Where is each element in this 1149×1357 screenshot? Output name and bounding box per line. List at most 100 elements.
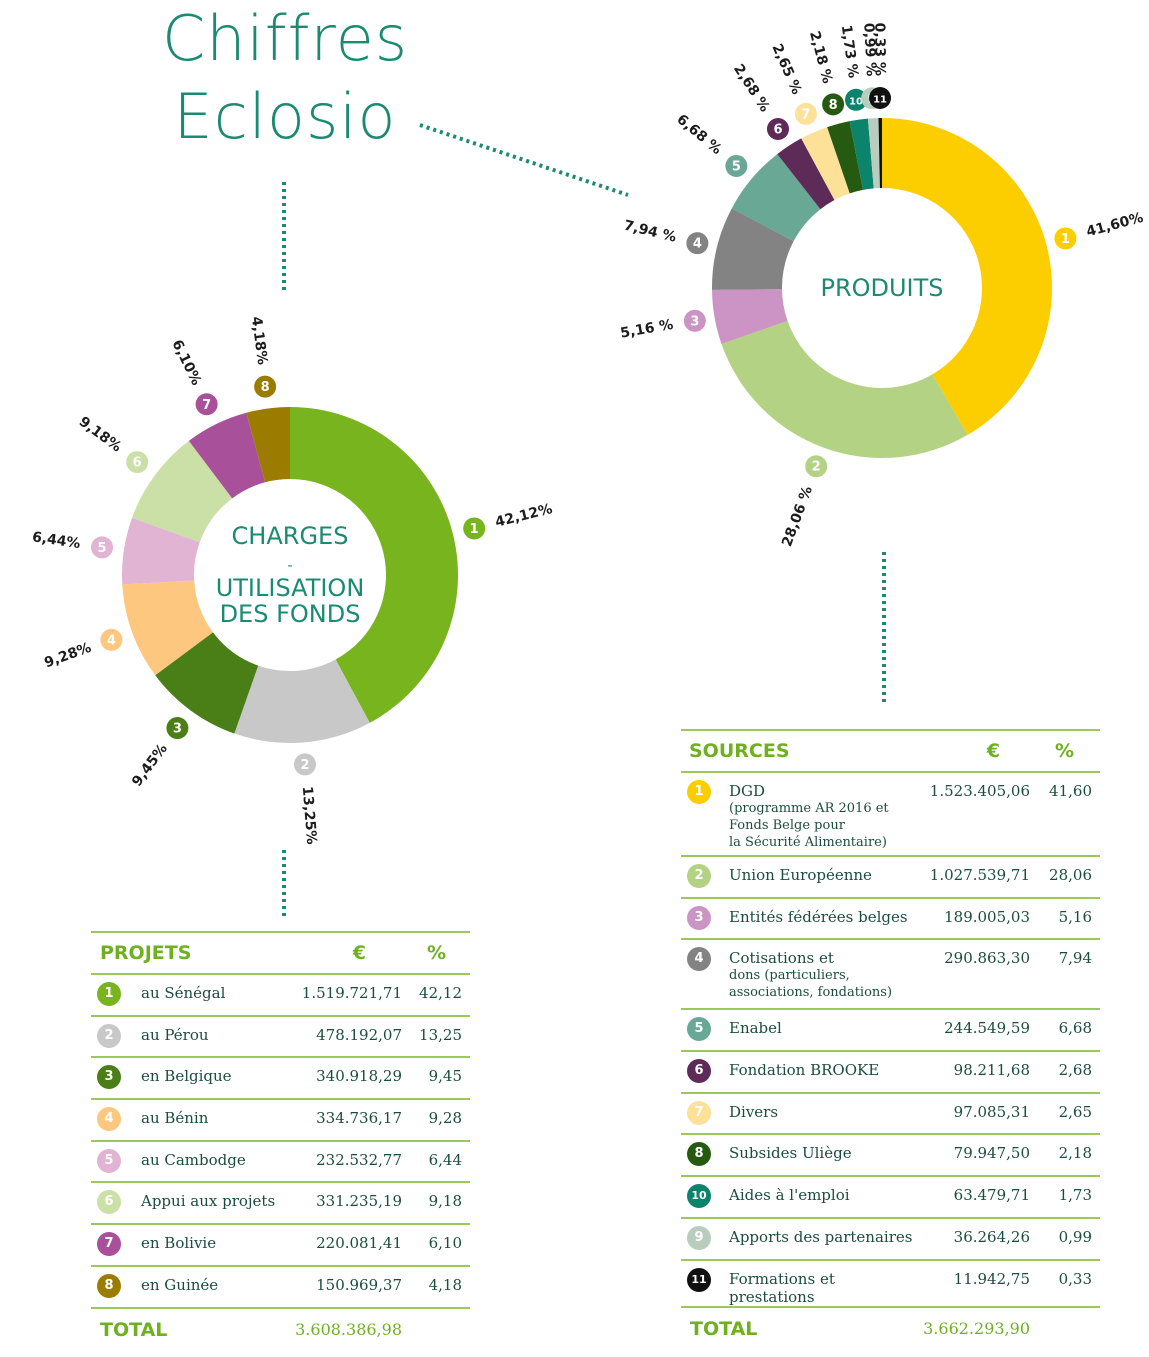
donut-slice-9 — [867, 118, 880, 189]
slice-badge-4 — [100, 628, 123, 651]
badge-cell: 4 — [681, 939, 729, 1011]
row-eur: 63.479,71 — [923, 1176, 1042, 1219]
badge-cell: 7 — [681, 1092, 729, 1136]
badge-cell: 2 — [681, 856, 729, 899]
table-row: 5 au Cambodge 232.532,77 6,44 — [91, 1140, 470, 1184]
slice-badge-3 — [683, 309, 706, 332]
total-empty-cell — [1042, 1307, 1100, 1340]
slice-badge-8 — [822, 93, 845, 116]
donut-slice-3 — [712, 289, 788, 344]
slice-badge-8 — [254, 375, 277, 398]
row-pct: 7,94 — [1042, 939, 1100, 1011]
row-eur: 340.918,29 — [285, 1057, 412, 1101]
row-badge: 2 — [687, 864, 711, 888]
row-pct: 42,12 — [412, 974, 470, 1017]
row-label-text: au Bénin — [141, 1109, 209, 1128]
row-label-text: Union Européenne — [729, 866, 872, 884]
slice-badge-number-8: 8 — [829, 98, 838, 113]
row-label: Aides à l'emploi — [729, 1176, 924, 1219]
slice-pct-label-9: 0,99 % — [860, 22, 879, 76]
row-pct: 2,65 — [1042, 1092, 1100, 1136]
slice-pct-label-5: 6,68 % — [673, 111, 724, 158]
slice-pct-label-7: 2,65 % — [768, 42, 804, 97]
row-label-text: au Pérou — [141, 1025, 209, 1044]
row-label: en Belgique — [141, 1057, 286, 1101]
badge-cell: 5 — [681, 1009, 729, 1053]
row-label: au Bénin — [141, 1099, 286, 1142]
row-badge: 3 — [687, 905, 711, 930]
row-label-subtext: dons (particuliers, — [729, 968, 850, 984]
row-label: Enabel — [729, 1009, 924, 1053]
slice-badge-7 — [794, 102, 817, 125]
row-eur: 150.969,37 — [285, 1265, 412, 1309]
row-pct: 13,25 — [412, 1015, 470, 1059]
row-eur: 189.005,03 — [923, 897, 1042, 941]
sources-table: SOURCES € % 1 DGD (programme AR 2016 et Fon… — [681, 729, 1100, 1340]
slice-pct-label-4: 7,94 % — [622, 218, 678, 246]
badge-cell: 2 — [91, 1015, 141, 1059]
slice-badge-2 — [293, 753, 316, 776]
badge-cell: 8 — [681, 1134, 729, 1178]
total-value: 3.662.293,90 — [923, 1319, 1030, 1338]
donut-slice-4 — [711, 208, 794, 290]
total-label: TOTAL — [690, 1317, 758, 1340]
slice-badge-1 — [463, 517, 486, 540]
center-label-line: PRODUITS — [820, 274, 943, 302]
slice-badge-4 — [686, 232, 709, 255]
connector-title-right — [419, 123, 629, 197]
row-label-text: au Sénégal — [141, 984, 226, 1002]
row-badge: 11 — [687, 1267, 711, 1292]
donut-slice-11 — [878, 118, 882, 189]
table-row: 3 en Belgique 340.918,29 9,45 — [91, 1057, 470, 1101]
badge-cell: 3 — [681, 897, 729, 941]
row-label: Subsides Uliège — [729, 1134, 924, 1178]
table-row: 1 au Sénégal 1.519.721,71 42,12 — [91, 974, 470, 1017]
row-pct: 0,33 — [1042, 1259, 1100, 1308]
row-label-text: DGD — [729, 782, 766, 800]
row-label-text: Fondation BROOKE — [729, 1061, 880, 1080]
slice-badge-3 — [166, 717, 189, 740]
header-eur: € — [923, 729, 1042, 773]
row-label: Entités fédérées belges — [729, 897, 924, 941]
row-label-text: Formations et prestations — [729, 1269, 835, 1306]
badge-cell: 8 — [91, 1265, 141, 1309]
row-badge: 1 — [687, 780, 711, 804]
table-row: 6 Fondation BROOKE 98.211,68 2,68 — [681, 1051, 1100, 1094]
table-header: PROJETS € % — [91, 931, 470, 975]
table-row: 2 Union Européenne 1.027.539,71 28,06 — [681, 856, 1100, 899]
slice-badge-number-1: 1 — [470, 522, 479, 537]
row-eur: 331.235,19 — [285, 1182, 412, 1226]
row-pct: 0,99 — [1042, 1217, 1100, 1261]
slice-badge-number-3: 3 — [173, 722, 182, 737]
donut-slice-7 — [801, 127, 850, 201]
row-pct: 4,18 — [412, 1265, 470, 1309]
total-empty-cell — [412, 1308, 470, 1341]
row-label: au Pérou — [141, 1015, 286, 1059]
table-row: 3 Entités fédérées belges 189.005,03 5,16 — [681, 897, 1100, 941]
row-badge: 10 — [687, 1184, 711, 1209]
row-eur: 98.211,68 — [923, 1051, 1042, 1094]
row-label: en Guinée — [141, 1265, 286, 1309]
row-eur: 1.027.539,71 — [923, 856, 1042, 899]
slice-badge-number-4: 4 — [107, 633, 116, 648]
page-title: Chiffres Eclosio — [160, 0, 410, 156]
table-header: SOURCES € % — [681, 729, 1100, 773]
row-pct: 28,06 — [1042, 856, 1100, 899]
row-badge: 6 — [687, 1059, 711, 1084]
slice-pct-label-8: 4,18% — [248, 316, 270, 366]
row-eur: 97.085,31 — [923, 1092, 1042, 1136]
slice-badge-5 — [725, 154, 748, 177]
row-badge: 4 — [97, 1107, 121, 1132]
slice-pct-label-4: 9,28% — [42, 640, 93, 672]
row-label-text: Cotisations et — [729, 949, 834, 968]
row-label-text: Aides à l'emploi — [729, 1186, 850, 1205]
slice-badge-number-7: 7 — [801, 107, 810, 122]
row-badge: 6 — [97, 1190, 121, 1215]
row-label-text: Entités fédérées belges — [729, 907, 908, 926]
donut-slice-6 — [777, 138, 835, 210]
header-eur: € — [285, 931, 412, 975]
row-eur: 11.942,75 — [923, 1259, 1042, 1308]
table-row: 8 Subsides Uliège 79.947,50 2,18 — [681, 1134, 1100, 1178]
slice-pct-label-2: 13,25% — [299, 786, 320, 845]
slice-pct-label-1: 41,60% — [1085, 210, 1145, 241]
